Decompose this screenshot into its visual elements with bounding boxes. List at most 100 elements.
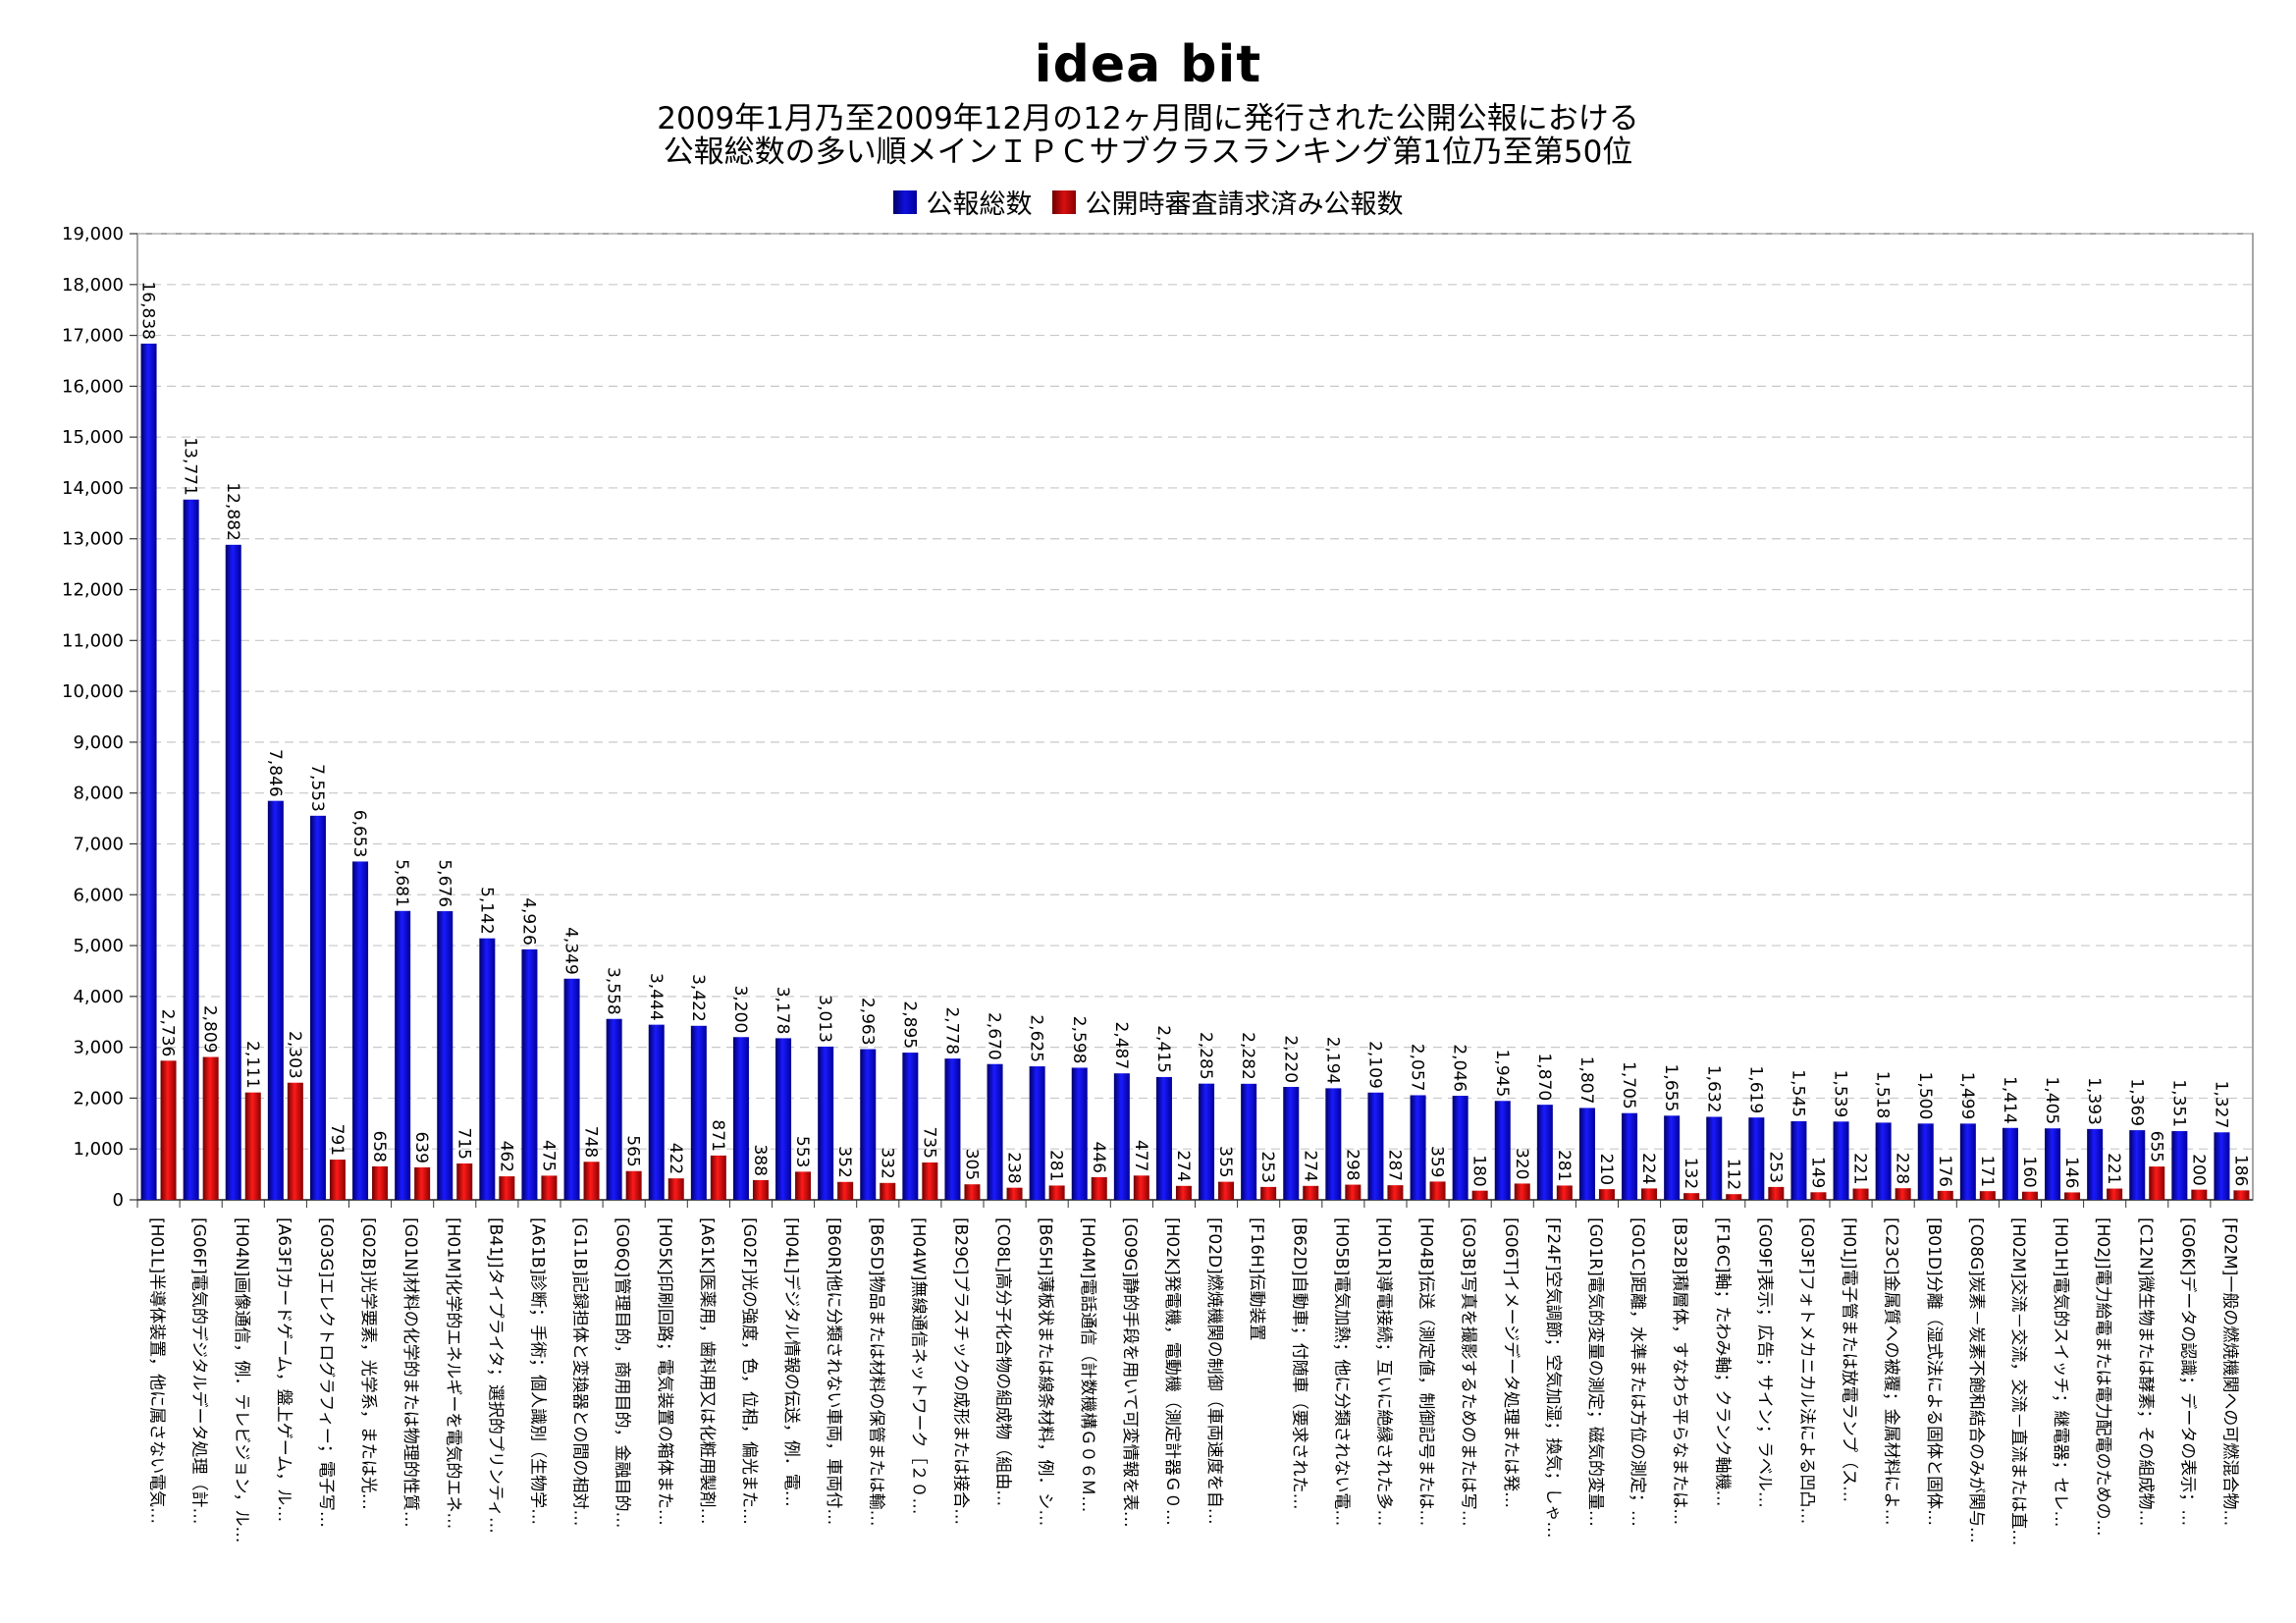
data-label-examined: 221 <box>2104 1153 2123 1184</box>
x-category-label: [G01N]材料の化学的または物理的性質… <box>400 1217 420 1528</box>
data-label-total: 2,895 <box>899 1001 919 1049</box>
bar-total <box>521 948 538 1200</box>
x-category-label: [H04L]デジタル情報の伝送，例．電… <box>781 1217 802 1507</box>
data-label-total: 1,632 <box>1703 1065 1723 1113</box>
legend-swatch-total <box>892 189 917 214</box>
data-label-total: 1,807 <box>1576 1056 1596 1105</box>
x-category-label: [G09F]表示；広告；サイン；ラベル… <box>1754 1217 1774 1508</box>
bar-total <box>395 910 411 1200</box>
x-category-label: [H01M]化学的エネルギーを電気的エネ… <box>443 1217 462 1529</box>
bar-examined <box>1810 1192 1827 1200</box>
chart-title-line1: 2009年1月乃至2009年12月の12ヶ月間に発行された公開公報における <box>657 101 1639 136</box>
data-label-examined: 160 <box>2019 1156 2039 1187</box>
x-category-label: [G02B]光学要素，光学系，または光… <box>358 1217 378 1510</box>
legend: 公報総数 公開時審査請求済み公報数 <box>0 183 2296 221</box>
data-label-examined: 221 <box>1850 1153 1870 1184</box>
y-tick-label: 17,000 <box>62 326 124 347</box>
bar-total <box>1790 1120 1807 1200</box>
data-label-total: 3,558 <box>604 967 623 1015</box>
data-label-examined: 228 <box>1893 1153 1912 1184</box>
bar-examined <box>964 1184 981 1200</box>
bar-examined <box>1852 1188 1869 1200</box>
legend-swatch-examined <box>1051 189 1076 214</box>
bar-total <box>225 544 241 1200</box>
bar-total <box>1199 1083 1215 1200</box>
bar-examined <box>1260 1186 1277 1200</box>
legend-label-total: 公報総数 <box>926 189 1033 220</box>
x-category-label: [H01J]電子管または放電ランプ（ス… <box>1840 1217 1859 1502</box>
data-label-total: 1,545 <box>1788 1069 1807 1117</box>
bar-total <box>944 1058 961 1200</box>
bar-total <box>1706 1116 1723 1200</box>
bar-total <box>1833 1121 1849 1200</box>
x-category-label: [H04B]伝送（測定値，制御記号または… <box>1416 1217 1436 1526</box>
bar-total <box>1029 1066 1045 1200</box>
data-label-total: 1,539 <box>1831 1070 1850 1118</box>
data-label-total: 2,963 <box>857 998 877 1046</box>
data-label-total: 1,945 <box>1492 1050 1512 1098</box>
bar-examined <box>583 1162 600 1200</box>
x-category-label: [H01L]半導体装置，他に属さない電気… <box>147 1217 167 1524</box>
x-category-label: [H01R]導電接続；互いに絶縁された多… <box>1373 1217 1393 1527</box>
x-category-label: [H01H]電気的スイッチ；継電器；セレ… <box>2051 1217 2070 1527</box>
bar-total <box>1664 1115 1681 1200</box>
bar-total <box>2087 1128 2104 1200</box>
x-category-label: [B60R]他に分類されない車両，車両付… <box>824 1217 843 1525</box>
data-label-examined: 658 <box>369 1130 389 1162</box>
data-label-total: 3,013 <box>815 995 834 1043</box>
data-label-examined: 715 <box>454 1128 473 1160</box>
data-label-total: 1,369 <box>2126 1078 2146 1126</box>
bar-examined <box>1048 1185 1065 1200</box>
data-label-examined: 186 <box>2230 1155 2250 1186</box>
y-tick-label: 16,000 <box>62 376 124 397</box>
bar-examined <box>499 1176 515 1200</box>
bar-examined <box>1133 1175 1149 1200</box>
bar-total <box>437 911 454 1200</box>
data-label-examined: 388 <box>750 1144 770 1175</box>
bar-examined <box>1768 1186 1785 1200</box>
bar-examined <box>1091 1176 1107 1200</box>
x-category-label: [C08G]炭素－炭素不飽和結合のみが関与… <box>1966 1217 1986 1543</box>
data-label-total: 1,405 <box>2042 1077 2061 1125</box>
bar-total <box>1452 1096 1468 1200</box>
y-tick-label: 12,000 <box>62 580 124 601</box>
bar-total <box>1536 1105 1553 1200</box>
data-label-total: 2,778 <box>941 1006 961 1055</box>
bar-examined <box>1387 1185 1404 1200</box>
bar-examined <box>372 1165 389 1200</box>
data-label-examined: 274 <box>1173 1150 1193 1181</box>
bar-examined <box>287 1082 303 1200</box>
x-category-label: [B65D]物品または材料の保管または輸… <box>866 1217 885 1527</box>
x-category-label: [H04M]電話通信（計数機構Ｇ０６Ｍ… <box>1078 1217 1097 1512</box>
bar-total <box>1367 1092 1384 1200</box>
bar-examined <box>625 1170 642 1200</box>
bar-examined <box>1683 1193 1700 1200</box>
bar-total <box>2045 1128 2061 1200</box>
x-category-label: [G09G]静的手段を用いて可変情報を表… <box>1120 1217 1140 1528</box>
y-tick-label: 19,000 <box>62 224 124 244</box>
x-category-label: [F02M]一般の燃焼機関への可燃混合物… <box>2219 1217 2239 1526</box>
x-category-label: [F16H]伝動装置 <box>1247 1217 1266 1340</box>
data-label-total: 3,178 <box>773 987 792 1035</box>
bar-examined <box>1979 1191 1996 1200</box>
y-tick-label: 2,000 <box>73 1088 124 1109</box>
x-category-label: [C08L]高分子化合物の組成物（組由… <box>993 1217 1013 1506</box>
bar-examined <box>244 1092 261 1200</box>
bar-total <box>775 1038 792 1200</box>
data-label-total: 3,422 <box>688 974 708 1022</box>
data-label-examined: 305 <box>961 1149 981 1180</box>
x-category-label: [B41J]タイプライタ；選択的プリンティ… <box>485 1217 505 1534</box>
y-tick-label: 13,000 <box>62 529 124 550</box>
plot-frame <box>136 233 2254 1201</box>
data-label-examined: 871 <box>708 1119 727 1151</box>
x-category-label: [G11B]記録担体と変換器との間の相対… <box>570 1217 590 1527</box>
data-label-total: 1,327 <box>2211 1081 2230 1129</box>
x-category-label: [G06F]電気的デジタルデータ処理（計… <box>189 1217 210 1525</box>
data-label-total: 1,870 <box>1534 1053 1554 1101</box>
data-label-examined: 210 <box>1596 1154 1616 1185</box>
bar-total <box>1959 1123 1976 1200</box>
bar-examined <box>837 1181 854 1200</box>
bar-examined <box>1303 1185 1319 1200</box>
bar-examined <box>414 1166 431 1200</box>
bar-examined <box>1895 1188 1911 1200</box>
